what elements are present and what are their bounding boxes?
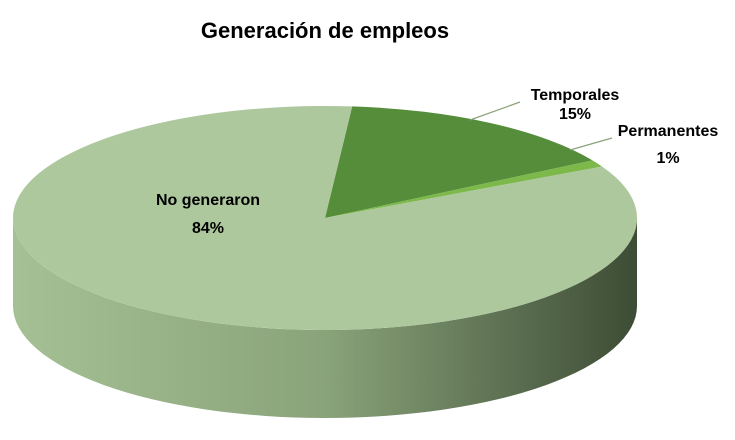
pie-slice — [13, 105, 638, 331]
leader-line — [569, 137, 613, 151]
category-label: No generaron — [156, 192, 260, 209]
chart-title: Generación de empleos — [201, 18, 449, 43]
pie-side — [13, 218, 637, 418]
category-label: Temporales — [531, 87, 620, 104]
leader-line — [469, 101, 521, 121]
pie-slice — [325, 106, 593, 218]
category-label: Permanentes — [618, 123, 719, 140]
value-label: 1% — [656, 150, 679, 167]
value-label: 15% — [559, 106, 591, 123]
value-label: 84% — [192, 220, 224, 237]
pie-slice — [325, 160, 602, 218]
